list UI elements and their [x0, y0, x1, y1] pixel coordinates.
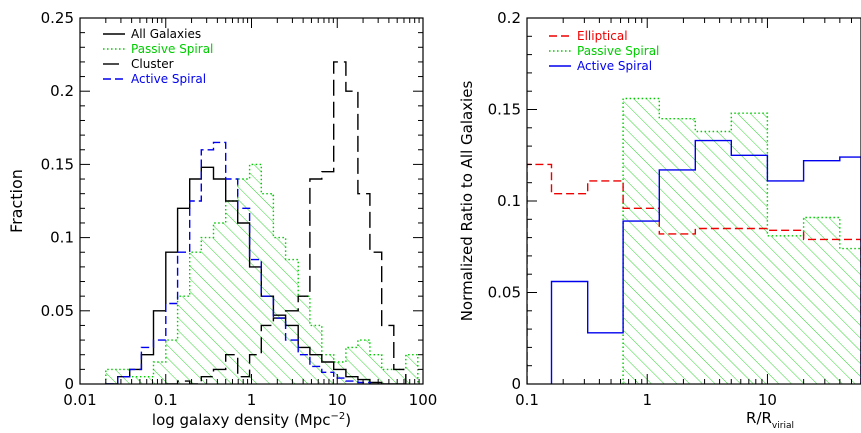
hatch-passive-spiral: [623, 99, 861, 385]
y-tick-label: 0.05: [41, 302, 74, 320]
series-passive-spiral: [623, 99, 861, 385]
legend-label-all-galaxies: All Galaxies: [131, 27, 201, 41]
y-tick-label: 0.05: [488, 284, 521, 302]
legend-label-active-spiral: Active Spiral: [131, 72, 206, 86]
right-histograms: [527, 99, 861, 385]
left-histograms: [106, 62, 418, 384]
x-tick-label: 0.1: [515, 391, 539, 409]
left-x-axis-label: log galaxy density (Mpc−2): [152, 411, 351, 429]
legend-label-passive-spiral: Passive Spiral: [131, 42, 213, 56]
y-tick-label: 0.15: [488, 101, 521, 119]
x-tick-label: 10: [328, 391, 347, 409]
legend-label-cluster: Cluster: [131, 57, 174, 71]
y-tick-label: 0: [511, 375, 521, 393]
right-panel: 0.1 1 10 0 0.05 0.1 0.15 0.2 EllipticalPassive …: [458, 9, 861, 429]
x-tick-label: 1: [247, 391, 257, 409]
y-tick-label: 0.25: [41, 9, 74, 27]
legend-label-passive-spiral: Passive Spiral: [577, 44, 659, 58]
x-tick-label: 100: [409, 391, 438, 409]
right-y-axis-label: Normalized Ratio to All Galaxies: [458, 81, 476, 322]
y-tick-label: 0.2: [497, 9, 521, 27]
y-tick-label: 0.1: [497, 192, 521, 210]
y-tick-label: 0.1: [50, 229, 74, 247]
y-tick-label: 0.15: [41, 155, 74, 173]
right-x-axis-label: R/Rvirial: [746, 409, 794, 429]
y-tick-label: 0.2: [50, 82, 74, 100]
x-tick-label: 10: [758, 391, 777, 409]
x-tick-label: 0.01: [63, 391, 96, 409]
x-tick-label: 1: [642, 391, 652, 409]
left-y-axis-label: Fraction: [7, 169, 26, 233]
legend-label-active-spiral: Active Spiral: [577, 59, 652, 73]
legend-label-elliptical: Elliptical: [577, 29, 628, 43]
left-panel: 0.01 0.1 1 10 100 0 0.05 0.1 0.15 0.2 0.25 All Gal…: [7, 9, 437, 429]
y-tick-label: 0: [64, 375, 74, 393]
x-tick-label: 0.1: [154, 391, 178, 409]
